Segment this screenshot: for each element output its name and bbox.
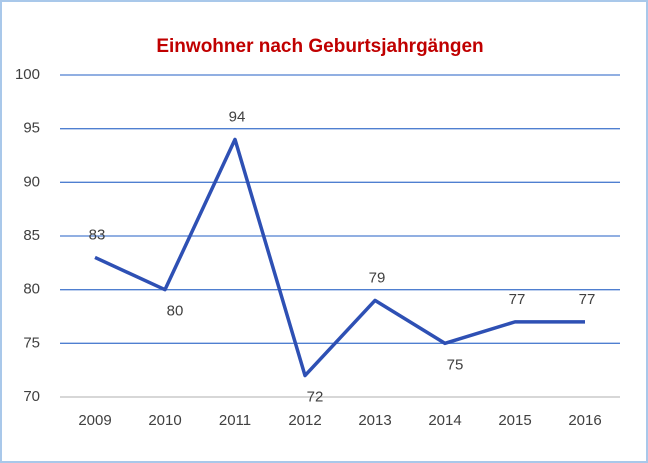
x-tick-label: 2013 bbox=[358, 412, 391, 429]
data-label: 77 bbox=[509, 291, 526, 308]
y-tick-label: 80 bbox=[23, 281, 40, 298]
y-tick-label: 95 bbox=[23, 120, 40, 137]
data-label: 72 bbox=[307, 389, 324, 406]
y-tick-label: 75 bbox=[23, 334, 40, 351]
y-tick-label: 90 bbox=[23, 173, 40, 190]
y-tick-label: 100 bbox=[15, 66, 40, 83]
y-tick-label: 70 bbox=[23, 388, 40, 405]
data-label: 83 bbox=[89, 226, 106, 243]
data-label: 75 bbox=[447, 356, 464, 373]
y-tick-label: 85 bbox=[23, 227, 40, 244]
x-tick-label: 2016 bbox=[568, 412, 601, 429]
data-label: 79 bbox=[369, 269, 386, 286]
x-tick-label: 2009 bbox=[78, 412, 111, 429]
data-label: 77 bbox=[579, 291, 596, 308]
x-tick-label: 2015 bbox=[498, 412, 531, 429]
data-label: 80 bbox=[167, 303, 184, 320]
x-tick-label: 2012 bbox=[288, 412, 321, 429]
x-tick-label: 2014 bbox=[428, 412, 461, 429]
chart-title: Einwohner nach Geburtsjahrgängen bbox=[156, 36, 483, 57]
x-tick-label: 2011 bbox=[219, 412, 251, 429]
data-label: 94 bbox=[229, 108, 246, 125]
data-line bbox=[94, 137, 585, 378]
x-tick-label: 2010 bbox=[148, 412, 181, 429]
